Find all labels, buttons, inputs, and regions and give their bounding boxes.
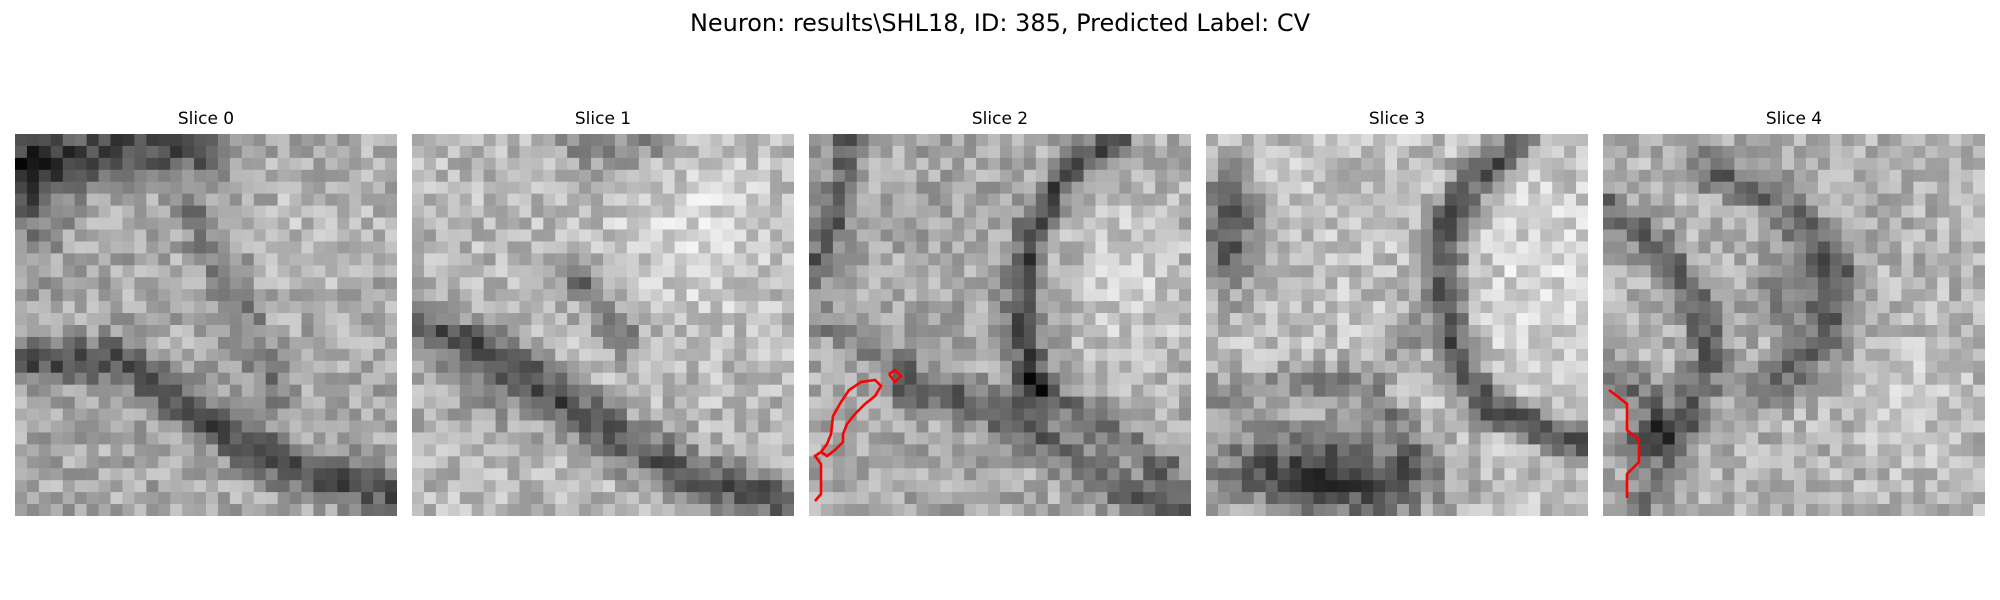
slice-title: Slice 0 <box>177 109 235 129</box>
slice-title: Slice 2 <box>971 109 1029 129</box>
slice-title: Slice 3 <box>1368 109 1426 129</box>
slice-panel-4: Slice 4 <box>1603 109 1985 516</box>
slice-title: Slice 4 <box>1765 109 1823 129</box>
slice-panel-3: Slice 3 <box>1206 109 1588 516</box>
slice-title: Slice 1 <box>574 109 632 129</box>
slice-panel-2: Slice 2 <box>809 109 1191 516</box>
segmentation-contour <box>887 368 903 384</box>
figure-title: Neuron: results\SHL18, ID: 385, Predicte… <box>689 9 1311 37</box>
segmentation-contour <box>1608 388 1641 498</box>
slice-image <box>1603 134 1985 516</box>
segmentation-contour <box>813 378 883 502</box>
slice-panel-1: Slice 1 <box>412 109 794 516</box>
slice-image <box>809 134 1191 516</box>
slice-image <box>15 134 397 516</box>
slice-image <box>1206 134 1588 516</box>
slice-image <box>412 134 794 516</box>
slice-panel-0: Slice 0 <box>15 109 397 516</box>
